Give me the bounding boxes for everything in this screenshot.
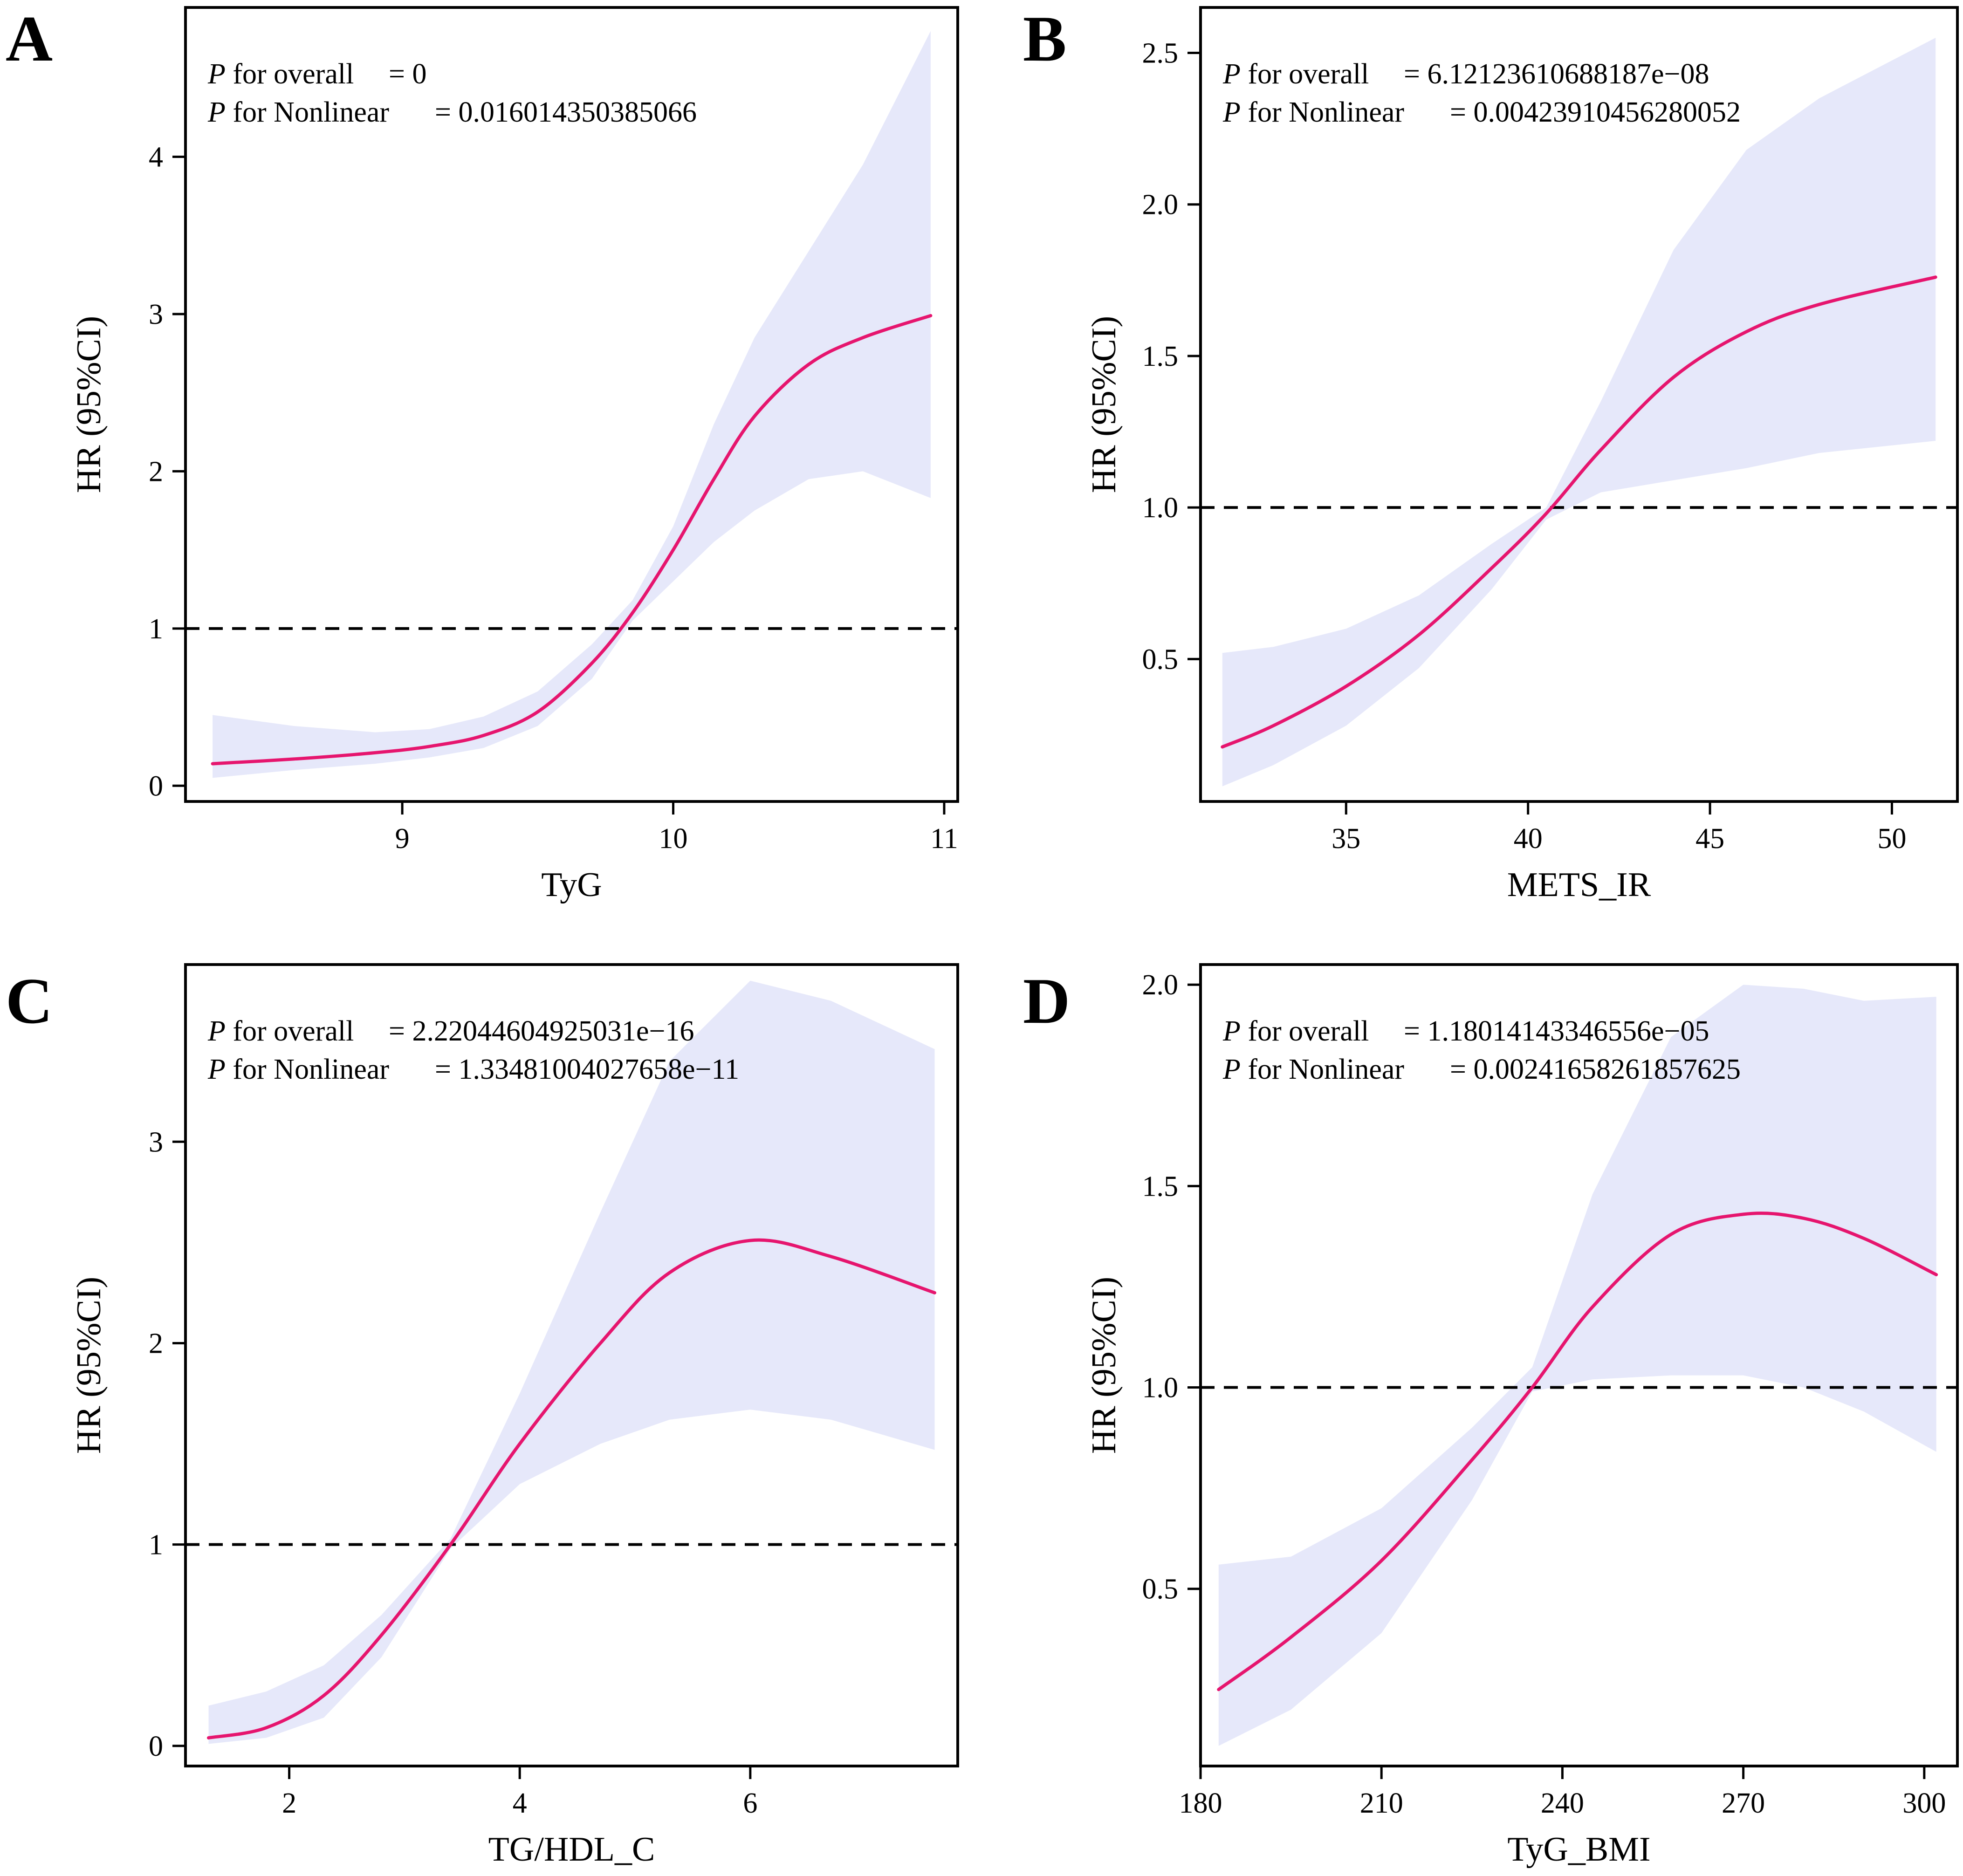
plot-frame-b <box>1199 6 1959 803</box>
y-tick-label: 2.0 <box>1142 969 1179 1001</box>
y-tick-label: 0 <box>149 770 163 802</box>
panel-letter-a: A <box>6 3 53 75</box>
x-tick-label: 10 <box>659 823 688 855</box>
x-tick-label: 9 <box>395 823 410 855</box>
y-tick-label: 1.5 <box>1142 341 1179 372</box>
y-tick-label: 2 <box>149 456 163 487</box>
p-nonlinear-d: P for Nonlinear = 0.00241658261857625 <box>1222 1054 1741 1085</box>
y-tick-label: 3 <box>149 1126 163 1158</box>
panel-c: C 2 4 6 0 1 2 3 TG/HDL_C HR (95%CI) P for overall =… <box>6 963 959 1869</box>
x-tick-label: 6 <box>743 1787 757 1819</box>
y-tick-label: 4 <box>149 142 163 173</box>
y-tick-label: 2.0 <box>1142 189 1179 221</box>
panel-letter-d: D <box>1023 965 1070 1037</box>
panel-letter-b: B <box>1023 3 1066 75</box>
y-tick-label: 1.5 <box>1142 1171 1179 1202</box>
hr-curve-c <box>207 1238 936 1739</box>
x-axis-title-d: TyG_BMI <box>1507 1830 1650 1869</box>
y-axis-title-c: HR (95%CI) <box>70 1277 108 1454</box>
p-nonlinear-b: P for Nonlinear = 0.00423910456280052 <box>1222 96 1741 128</box>
ci-band-b <box>1222 38 1936 787</box>
y-axis-title-d: HR (95%CI) <box>1085 1277 1123 1454</box>
ci-band-a <box>213 31 931 778</box>
x-tick-label: 40 <box>1514 823 1543 855</box>
x-tick-label: 2 <box>282 1787 296 1819</box>
plot-frame-a <box>184 6 959 803</box>
y-tick-label: 2.5 <box>1142 38 1179 69</box>
p-nonlinear-a: P for Nonlinear = 0.016014350385066 <box>207 96 697 128</box>
x-tick-label: 50 <box>1877 823 1906 855</box>
x-tick-label: 35 <box>1332 823 1360 855</box>
x-axis-title-a: TyG <box>541 866 602 904</box>
x-tick-label: 11 <box>930 823 958 855</box>
y-tick-label: 1 <box>149 1529 163 1561</box>
y-tick-label: 0.5 <box>1142 644 1179 675</box>
y-tick-label: 1.0 <box>1142 492 1179 524</box>
x-tick-label: 240 <box>1541 1787 1584 1819</box>
y-axis-title-a: HR (95%CI) <box>70 316 108 493</box>
hr-curve-a <box>211 314 933 766</box>
p-overall-b: P for overall = 6.12123610688187e−08 <box>1222 58 1709 90</box>
x-tick-label: 300 <box>1902 1787 1946 1819</box>
x-axis-title-b: METS_IR <box>1507 866 1651 904</box>
p-overall-c: P for overall = 2.22044604925031e−16 <box>207 1015 694 1047</box>
ci-band-d <box>1218 985 1936 1746</box>
panel-a: A 9 10 11 0 1 2 3 4 TyG HR (95%CI) P for overall = 0… <box>6 3 959 904</box>
p-overall-a: P for overall = 0 <box>207 58 426 90</box>
y-axis-title-b: HR (95%CI) <box>1085 316 1123 493</box>
y-tick-label: 0 <box>149 1731 163 1762</box>
plot-frame-d <box>1199 963 1959 1767</box>
hr-curve-d <box>1217 1212 1938 1691</box>
x-tick-label: 210 <box>1360 1787 1403 1819</box>
y-tick-label: 0.5 <box>1142 1574 1179 1605</box>
x-tick-label: 270 <box>1722 1787 1765 1819</box>
x-axis-title-c: TG/HDL_C <box>488 1830 655 1869</box>
y-tick-label: 2 <box>149 1328 163 1359</box>
x-tick-label: 180 <box>1179 1787 1222 1819</box>
p-overall-d: P for overall = 1.18014143346556e−05 <box>1222 1015 1709 1047</box>
x-tick-label: 45 <box>1695 823 1724 855</box>
p-nonlinear-c: P for Nonlinear = 1.33481004027658e−11 <box>207 1054 739 1085</box>
panel-b: B 35 40 45 50 0.5 1.0 1.5 2.0 2.5 METS_IR HR (95%CI… <box>1023 3 1959 904</box>
y-tick-label: 1 <box>149 613 163 645</box>
plot-frame-c <box>184 963 959 1767</box>
y-tick-label: 3 <box>149 299 163 330</box>
ci-band-c <box>208 980 935 1744</box>
y-tick-label: 1.0 <box>1142 1372 1179 1404</box>
panel-letter-c: C <box>6 965 53 1037</box>
hr-curve-b <box>1221 275 1937 749</box>
panel-d: D 180 210 240 270 300 0.5 1.0 1.5 2.0 TyG_BMI HR (9… <box>1023 963 1959 1869</box>
x-tick-label: 4 <box>513 1787 527 1819</box>
